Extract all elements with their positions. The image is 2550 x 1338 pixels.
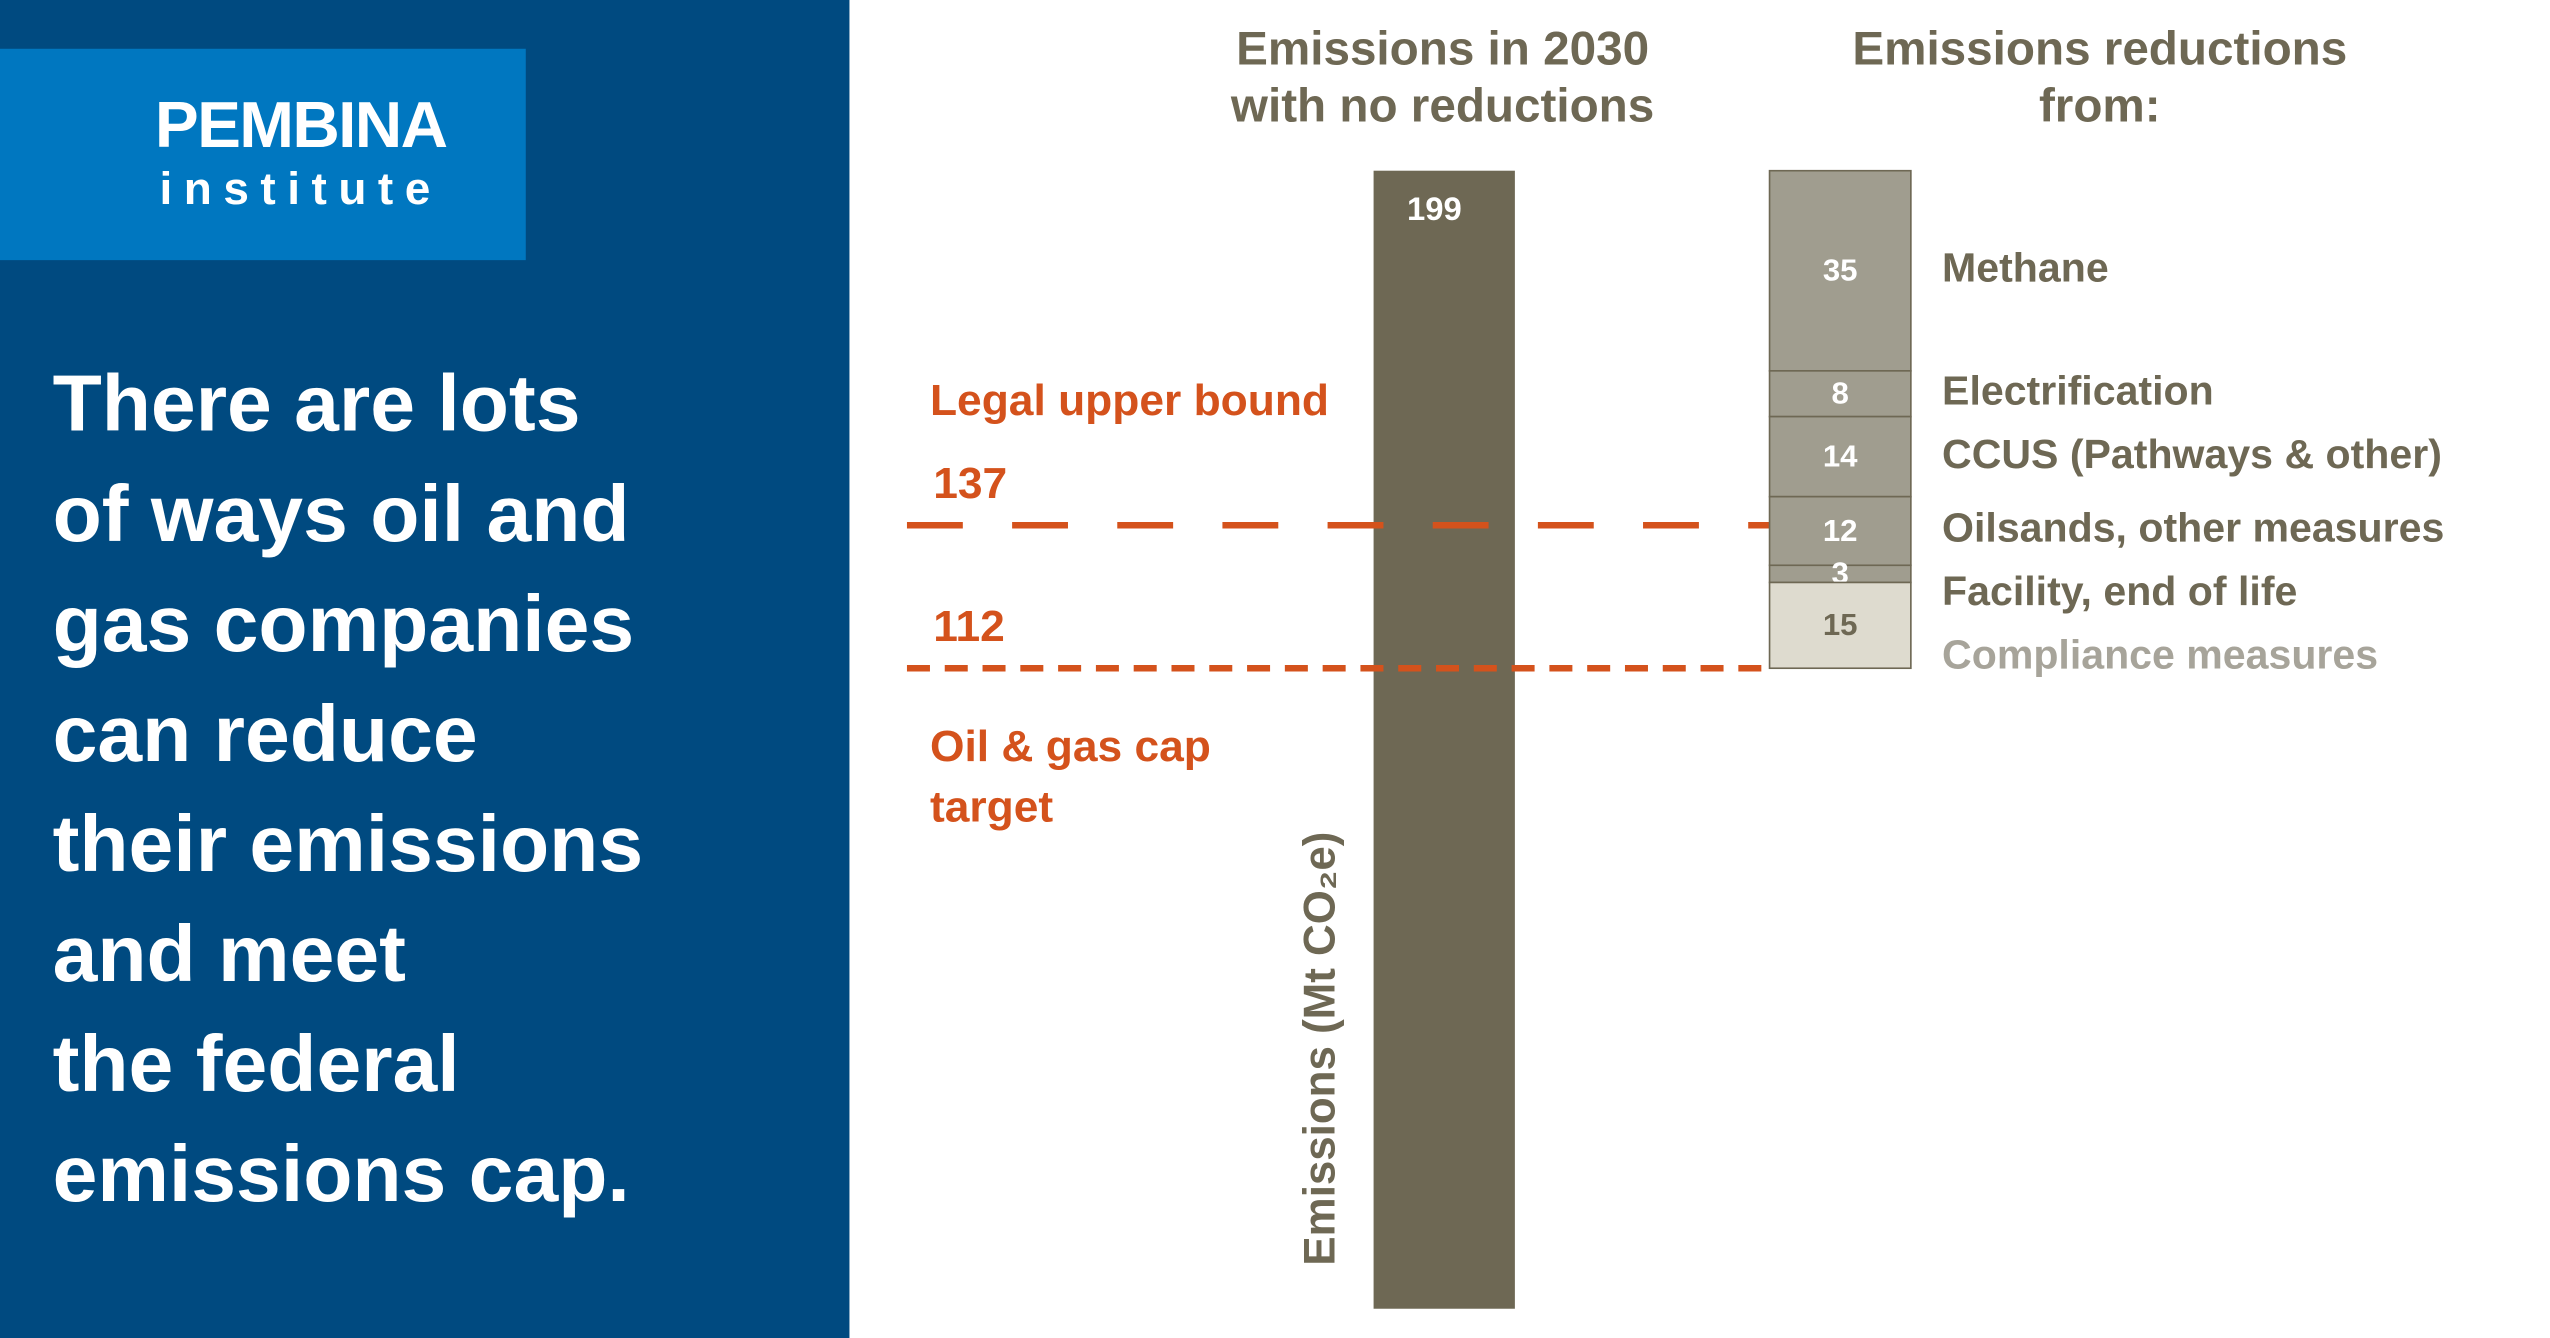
reference-label: Legal upper bound: [930, 376, 1329, 425]
legend-label: Methane: [1942, 245, 2109, 291]
total-bar: [1373, 170, 1515, 1309]
headline-line: the federal: [53, 1020, 460, 1109]
segment-value: 35: [1823, 253, 1858, 288]
reference-value: 112: [933, 602, 1005, 651]
reference-label: Oil & gas cap: [930, 722, 1211, 771]
legend-label: CCUS (Pathways & other): [1942, 431, 2442, 477]
total-label: 199: [1407, 190, 1462, 227]
reduction-segment: [1768, 581, 1912, 670]
column-title: Emissions in 2030: [1236, 23, 1649, 76]
headline-line: can reduce: [53, 689, 478, 778]
segment-value: 14: [1823, 439, 1858, 474]
headline-line: emissions cap.: [53, 1130, 630, 1219]
headline-line: and meet: [53, 909, 406, 998]
reduction-segment: [1768, 169, 1912, 372]
column-title: with no reductions: [1230, 80, 1654, 133]
legend-label: Electrification: [1942, 368, 2214, 414]
legend-label: Compliance measures: [1942, 632, 2378, 678]
segment-value: 15: [1823, 607, 1858, 642]
reduction-segment: [1768, 370, 1912, 418]
logo-name: PEMBINA: [155, 89, 447, 162]
column-title: from:: [2039, 80, 2161, 133]
legend-label: Facility, end of life: [1942, 568, 2297, 614]
headline-line: their emissions: [53, 799, 644, 888]
reference-value: 137: [933, 459, 1007, 508]
segment-value: 12: [1823, 513, 1858, 548]
column-title: Emissions reductions: [1852, 23, 2347, 76]
reduction-segment: [1768, 415, 1912, 498]
logo-box: [0, 48, 526, 261]
reference-label: target: [930, 782, 1054, 831]
y-axis-label: Emissions (Mt CO₂e): [1295, 832, 1344, 1266]
reduction-segment: [1768, 495, 1912, 567]
headline-line: There are lots: [53, 359, 581, 448]
logo-sub: institute: [159, 163, 441, 214]
legend-label: Oilsands, other measures: [1942, 505, 2444, 551]
headline: There are lots of ways oil and gas compani…: [53, 359, 644, 1218]
headline-line: of ways oil and: [53, 469, 630, 558]
segment-value: 8: [1832, 376, 1849, 411]
headline-line: gas companies: [53, 579, 635, 668]
